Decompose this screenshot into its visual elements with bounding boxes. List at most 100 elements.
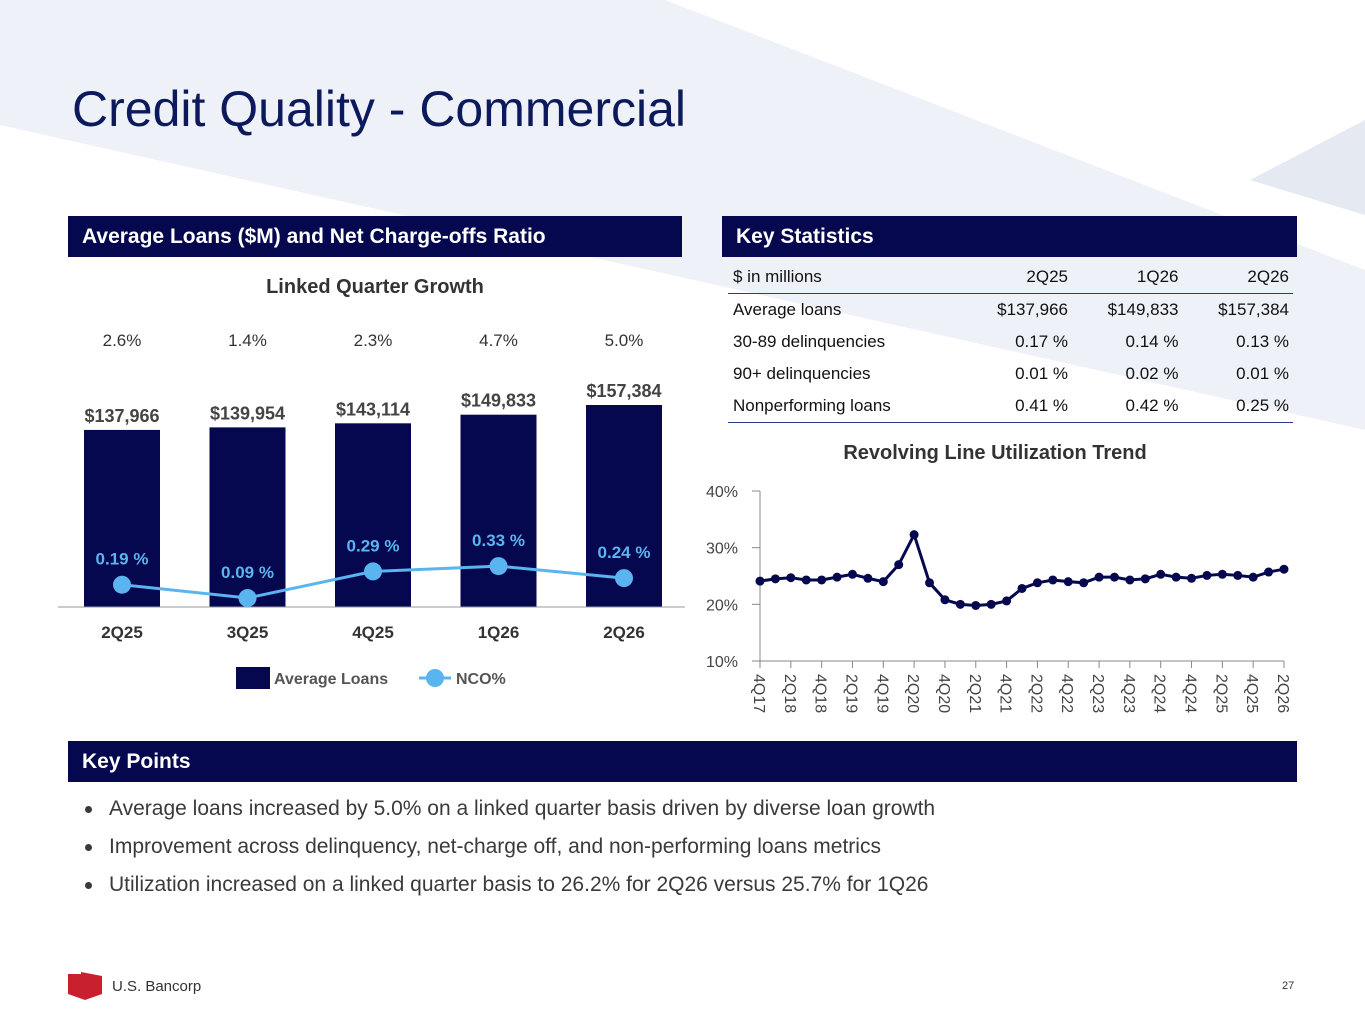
x-tick-label: 2Q20 — [904, 674, 921, 713]
utilization-point — [1217, 569, 1227, 579]
utilization-point — [832, 572, 842, 582]
legend-swatch-average-loans — [236, 667, 270, 689]
y-tick-label: 20% — [706, 597, 738, 614]
nco-value-label: 0.19 % — [96, 550, 149, 569]
stats-column-header: 2Q26 — [1247, 267, 1289, 286]
x-tick-label: 2Q26 — [1274, 674, 1291, 713]
y-tick-label: 30% — [706, 541, 738, 558]
x-tick-label: 4Q18 — [812, 674, 829, 713]
category-tick-label: 2Q26 — [603, 623, 645, 642]
bar-chart-title: Linked Quarter Growth — [266, 276, 484, 298]
loan-value-label: $139,954 — [210, 403, 285, 423]
x-tick-label: 4Q25 — [1243, 674, 1260, 713]
table-cell: Nonperforming loans — [733, 396, 891, 415]
utilization-line-chart: Revolving Line Utilization Trend 10% 20% 3… — [706, 442, 1291, 713]
loan-value-label: $143,114 — [336, 399, 410, 419]
nco-point — [113, 575, 131, 594]
utilization-point — [1279, 564, 1289, 574]
x-tick-label: 4Q23 — [1120, 674, 1137, 713]
loan-bar — [209, 427, 286, 607]
nco-value-label: 0.33 % — [472, 531, 525, 550]
stats-column-header: 2Q25 — [1026, 267, 1069, 286]
utilization-point — [817, 575, 827, 585]
loan-value-label: $157,384 — [586, 381, 661, 401]
utilization-point — [1264, 567, 1274, 577]
table-row: 90+ delinquencies 0.01 % 0.02 % 0.01 % — [728, 358, 1293, 390]
table-cell: 0.41 % — [1015, 396, 1069, 415]
growth-label: 2.6% — [103, 331, 142, 350]
list-item: Improvement across delinquency, net-char… — [82, 828, 935, 866]
legend-label-average-loans: Average Loans — [274, 671, 388, 688]
legend-marker-nco — [426, 669, 444, 687]
utilization-point — [1094, 572, 1104, 582]
utilization-point — [1171, 572, 1181, 582]
utilization-point — [986, 599, 996, 609]
y-tick-label: 10% — [706, 654, 738, 671]
y-tick-label: 40% — [706, 484, 738, 501]
x-tick-label: 4Q22 — [1058, 674, 1075, 713]
loan-value-label: $149,833 — [461, 391, 536, 411]
x-tick-label: 2Q19 — [842, 674, 859, 713]
x-tick-label: 2Q18 — [781, 674, 798, 713]
legend-label-nco: NCO% — [456, 671, 506, 688]
utilization-point — [1140, 574, 1150, 584]
page-number: 27 — [1282, 980, 1295, 992]
table-cell: 0.01 % — [1236, 364, 1289, 383]
utilization-point — [1233, 570, 1243, 580]
utilization-point — [955, 599, 965, 609]
table-cell: $137,966 — [997, 300, 1069, 319]
shield-logo-icon — [68, 972, 102, 1000]
us-bancorp-logo: U.S. Bancorp — [68, 972, 201, 1000]
loans-section-header: Average Loans ($M) and Net Charge-offs R… — [68, 216, 682, 257]
utilization-point — [971, 600, 981, 610]
loan-value-label: $137,966 — [84, 406, 159, 426]
utilization-point — [1017, 583, 1027, 593]
utilization-point — [1048, 575, 1058, 585]
growth-label: 4.7% — [479, 331, 518, 350]
x-tick-label: 4Q19 — [873, 674, 890, 713]
nco-value-label: 0.24 % — [598, 543, 651, 562]
utilization-point — [1202, 570, 1212, 580]
nco-value-label: 0.09 % — [221, 563, 274, 582]
x-tick-label: 2Q22 — [1027, 674, 1044, 713]
utilization-point — [909, 530, 919, 540]
category-tick-label: 1Q26 — [478, 623, 520, 642]
utilization-point — [894, 560, 904, 570]
loans-bar-chart: Linked Quarter Growth 2.6% 1.4% 2.3% 4.7% 5.… — [58, 276, 685, 689]
table-cell: 0.13 % — [1236, 332, 1289, 351]
utilization-point — [863, 573, 873, 583]
table-cell: 0.14 % — [1125, 332, 1179, 351]
utilization-point — [786, 573, 796, 583]
nco-point — [489, 557, 508, 576]
logo-text: U.S. Bancorp — [112, 977, 202, 995]
table-cell: 0.01 % — [1015, 364, 1069, 383]
x-tick-label: 2Q25 — [1212, 674, 1229, 713]
category-tick-label: 3Q25 — [227, 623, 269, 642]
x-tick-label: 4Q17 — [750, 674, 767, 713]
stats-column-header: $ in millions — [733, 267, 822, 286]
x-tick-label: 2Q24 — [1151, 674, 1168, 713]
utilization-point — [1002, 596, 1012, 606]
utilization-chart-title: Revolving Line Utilization Trend — [843, 442, 1146, 464]
nco-point — [364, 562, 382, 581]
table-row: Nonperforming loans 0.41 % 0.42 % 0.25 % — [728, 390, 1293, 423]
x-tick-label: 2Q21 — [966, 674, 983, 713]
utilization-point — [1187, 573, 1197, 583]
category-tick-label: 2Q25 — [101, 623, 143, 642]
utilization-point — [940, 595, 950, 605]
table-cell: 0.02 % — [1125, 364, 1179, 383]
utilization-point — [847, 569, 857, 579]
utilization-point — [1248, 572, 1258, 582]
key-points-list: Average loans increased by 5.0% on a lin… — [82, 790, 935, 904]
utilization-point — [1156, 569, 1166, 579]
stats-column-header: 1Q26 — [1136, 267, 1179, 286]
x-tick-label: 4Q20 — [935, 674, 952, 713]
table-cell: 30-89 delinquencies — [733, 332, 886, 351]
table-cell: $149,833 — [1107, 300, 1179, 319]
table-cell: Average loans — [733, 300, 842, 319]
key-statistics-table: $ in millions 2Q25 1Q26 2Q26 Average loans $… — [728, 261, 1293, 423]
table-row: 30-89 delinquencies 0.17 % 0.14 % 0.13 % — [728, 326, 1293, 358]
table-cell: 90+ delinquencies — [733, 364, 871, 383]
utilization-point — [755, 576, 765, 586]
